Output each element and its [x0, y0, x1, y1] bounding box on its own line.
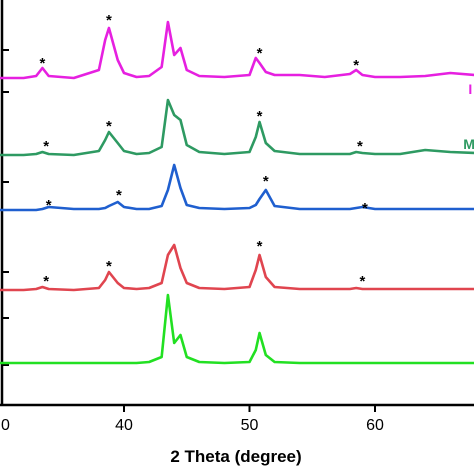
- annotation: *: [257, 45, 263, 62]
- xrd-line: [0, 243, 474, 292]
- annotation: *: [362, 200, 368, 217]
- annotation: *: [116, 187, 122, 204]
- x-tick-label: 50: [241, 417, 259, 434]
- annotation: *: [353, 57, 359, 74]
- annotation: *: [43, 138, 49, 155]
- annotation: *: [257, 108, 263, 125]
- annotation: M: [463, 136, 474, 152]
- annotation: I: [468, 81, 472, 97]
- x-axis-title: 2 Theta (degree): [170, 447, 301, 466]
- xrd-line: [0, 20, 474, 80]
- annotation: *: [40, 55, 46, 72]
- annotation: *: [106, 258, 112, 275]
- x-tick-label: 40: [115, 417, 133, 434]
- annotation: *: [46, 197, 52, 214]
- annotation: *: [257, 238, 263, 255]
- xrd-line: [0, 98, 474, 157]
- annotation: *: [106, 118, 112, 135]
- xrd-line: [0, 163, 474, 212]
- annotation: *: [357, 138, 363, 155]
- x-tick-label: 60: [366, 417, 384, 434]
- annotation: *: [106, 12, 112, 29]
- annotation: *: [360, 273, 366, 290]
- x-tick-label: 0: [1, 417, 10, 434]
- annotation: *: [43, 273, 49, 290]
- annotation: *: [263, 173, 269, 190]
- xrd-line: [0, 293, 474, 365]
